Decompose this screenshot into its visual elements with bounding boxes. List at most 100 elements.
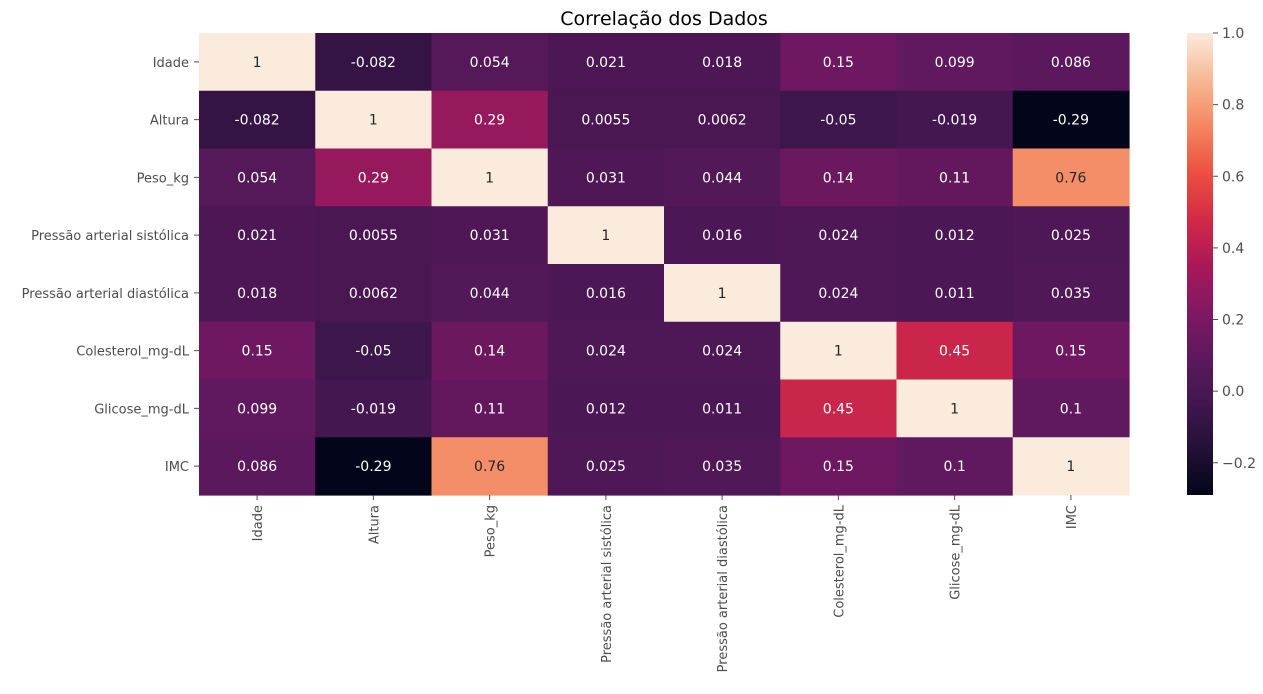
heatmap-cell [431, 148, 549, 207]
cell-annotation: 0.024 [702, 344, 742, 360]
cell-annotation: 0.15 [242, 344, 273, 360]
cell-annotations: 1 -0.082 0.054 0.021 0.018 0.15 0.099 0.086 -0.0… [235, 55, 1091, 475]
cell-annotation: 0.14 [823, 170, 854, 186]
heatmap-cell [1012, 148, 1130, 207]
cell-annotation: 0.044 [702, 170, 742, 186]
cell-annotation: 0.016 [702, 228, 742, 244]
heatmap-cell [664, 379, 781, 438]
colorbar-tick-label: 1.0 [1222, 26, 1244, 42]
x-tick-label: IMC [1065, 505, 1080, 529]
heatmap-cell [780, 148, 898, 207]
y-tick-label: Altura [150, 114, 189, 129]
heatmap-cell [315, 33, 433, 92]
cell-annotation: 0.099 [935, 55, 975, 71]
heatmap-cell [315, 379, 433, 438]
x-tick-label: Pressão arterial diastólica [716, 505, 731, 672]
heatmap-cell [780, 90, 898, 150]
heatmap-cell [199, 206, 316, 265]
heatmap-cell [664, 90, 781, 150]
cell-annotation: 1 [253, 55, 262, 71]
x-tick-label: Colesterol_mg-dL [832, 504, 847, 617]
cell-annotation: 0.14 [474, 344, 505, 360]
heatmap-cell [896, 437, 1014, 496]
heatmap-cell [547, 437, 665, 496]
heatmap-cell [199, 148, 316, 207]
cell-annotation: 0.054 [470, 55, 510, 71]
cell-annotation: 1 [1066, 459, 1075, 475]
y-tick-label: Pressão arterial diastólica [22, 287, 189, 302]
heatmap-cell [1012, 90, 1130, 150]
cell-annotation: -0.019 [932, 113, 977, 129]
heatmap-cell [664, 148, 781, 207]
cell-annotation: 0.099 [237, 401, 277, 417]
cell-annotation: 0.086 [1051, 55, 1091, 71]
y-tick-label: Pressão arterial sistólica [31, 229, 189, 244]
heatmap-cell [547, 264, 665, 323]
cell-annotation: 0.0055 [581, 113, 630, 129]
heatmap-cell [547, 148, 665, 207]
cell-annotation: 0.012 [935, 228, 975, 244]
cell-annotation: 0.021 [237, 228, 277, 244]
heatmap-cell [896, 90, 1014, 150]
heatmap-cell [547, 321, 665, 381]
heatmap-cell [780, 437, 898, 496]
heatmap-cell [1012, 437, 1130, 496]
heatmap-cell [199, 264, 316, 323]
cell-annotation: 0.021 [586, 55, 626, 71]
cell-annotation: 0.031 [470, 228, 510, 244]
heatmap-cell [431, 264, 549, 323]
cell-annotation: 0.016 [586, 286, 626, 302]
colorbar-tick-label: 0.6 [1222, 169, 1244, 185]
cell-annotation: 0.0055 [349, 228, 398, 244]
cell-annotation: 0.025 [586, 459, 626, 475]
heatmap-cell [896, 321, 1014, 381]
cell-annotation: 0.024 [818, 286, 858, 302]
cell-annotation: 0.45 [823, 401, 854, 417]
heatmap-cell [199, 33, 316, 92]
cell-annotation: 1 [601, 228, 610, 244]
y-tick-label: IMC [165, 460, 189, 475]
heatmap-cell [780, 33, 898, 92]
heatmap-cell [664, 264, 781, 323]
cell-annotation: 1 [718, 286, 727, 302]
heatmap-cell [1012, 264, 1130, 323]
heatmap-cell [547, 90, 665, 150]
cell-annotation: 0.025 [1051, 228, 1091, 244]
cell-annotation: -0.29 [355, 459, 391, 475]
y-tick-label: Idade [153, 56, 189, 71]
cell-annotation: 0.29 [358, 170, 389, 186]
cell-annotation: 0.031 [586, 170, 626, 186]
cell-annotation: -0.082 [351, 55, 396, 71]
cell-annotation: 0.012 [586, 401, 626, 417]
cell-annotation: 0.29 [474, 113, 505, 129]
cell-annotation: 0.0062 [349, 286, 398, 302]
heatmap-cell [664, 321, 781, 381]
cell-annotation: -0.082 [235, 113, 280, 129]
heatmap-cell [1012, 206, 1130, 265]
heatmap-cell [896, 206, 1014, 265]
x-tick-label: Peso_kg [484, 505, 499, 557]
heatmap-cell [780, 206, 898, 265]
heatmap-cell [1012, 379, 1130, 438]
cell-annotation: 0.011 [935, 286, 975, 302]
heatmap-cell [431, 206, 549, 265]
cell-annotation: 0.024 [818, 228, 858, 244]
colorbar: −0.2 0.0 0.2 0.4 0.6 0.8 1.0 [1187, 26, 1256, 495]
cell-annotation: 0.76 [474, 459, 505, 475]
heatmap-cell [199, 321, 316, 381]
heatmap-cell [431, 379, 549, 438]
heatmap-cell [547, 206, 665, 265]
cell-annotation: 0.15 [823, 55, 854, 71]
x-tick-label: Glicose_mg-dL [949, 504, 964, 600]
cell-annotation: -0.29 [1053, 113, 1089, 129]
x-tick-label: Idade [251, 505, 266, 541]
heatmap-cell [896, 379, 1014, 438]
chart-title: Correlação dos Dados [560, 8, 768, 30]
colorbar-tick-label: 0.0 [1222, 384, 1244, 400]
cell-annotation: -0.05 [355, 344, 391, 360]
cell-annotation: 0.035 [1051, 286, 1091, 302]
heatmap-cell [431, 90, 549, 150]
x-axis: Idade Altura Peso_kg Pressão arterial sistó… [251, 495, 1080, 672]
cell-annotation: 1 [369, 113, 378, 129]
